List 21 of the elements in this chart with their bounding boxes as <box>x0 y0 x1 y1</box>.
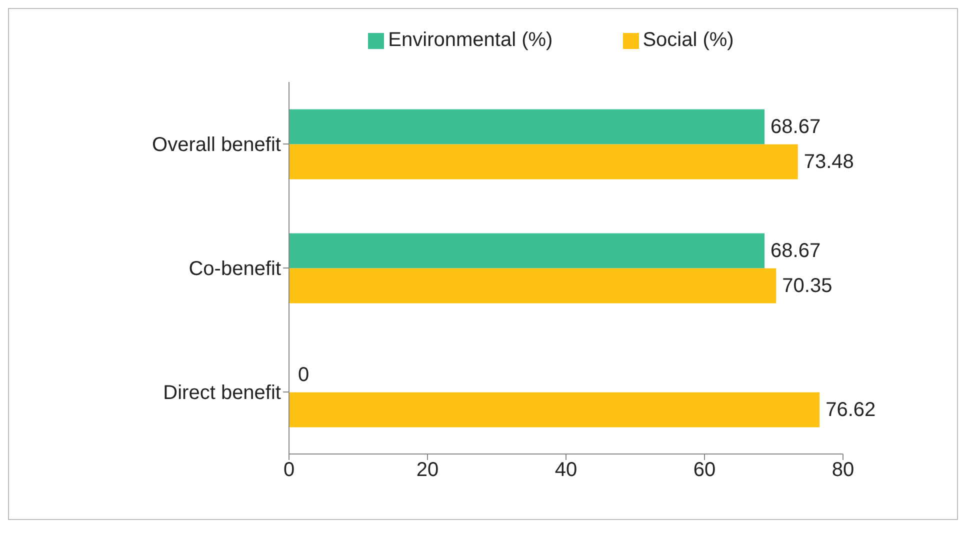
x-tick-label: 20 <box>416 459 439 482</box>
x-tick-label: 80 <box>832 459 854 482</box>
data-label: 68.67 <box>770 116 821 138</box>
bar <box>289 392 820 428</box>
y-tick-label: Overall benefit <box>152 134 282 156</box>
data-label: 73.48 <box>804 150 854 173</box>
y-tick-label: Direct benefit <box>163 382 282 404</box>
data-label: 68.67 <box>770 240 821 262</box>
y-tick-label: Co-benefit <box>188 258 282 280</box>
data-label: 76.62 <box>826 398 876 421</box>
bar <box>289 233 765 268</box>
bar <box>289 144 798 180</box>
x-tick-label: 60 <box>693 459 716 482</box>
data-label: 70.35 <box>782 274 832 297</box>
x-tick-label: 40 <box>554 459 578 482</box>
legend-label: Environmental (%) <box>388 29 553 51</box>
legend-label: Social (%) <box>642 29 734 51</box>
bar <box>289 268 776 304</box>
bar <box>289 109 765 144</box>
x-tick-label: 0 <box>283 459 295 482</box>
data-label: 0 <box>298 364 310 386</box>
